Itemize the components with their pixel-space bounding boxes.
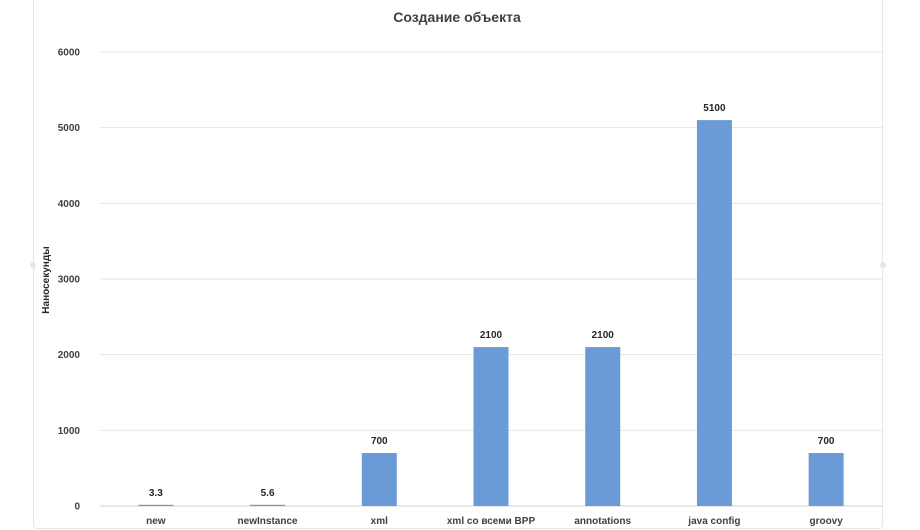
data-label: 2100 [480, 330, 503, 341]
bar-annotations [585, 347, 621, 506]
y-tick-label: 2000 [58, 350, 81, 361]
bars [138, 120, 844, 506]
x-tick-label: newInstance [238, 516, 298, 527]
data-label: 700 [818, 436, 835, 447]
frame-handle-left [30, 262, 36, 268]
x-axis-ticks: new newInstance xml xml со всеми BPP annotat… [146, 516, 843, 527]
data-label: 700 [371, 436, 388, 447]
bar-xml [361, 453, 397, 506]
bar-xml-со-всеми-bpp [473, 347, 509, 506]
x-tick-label: annotations [574, 516, 631, 527]
y-tick-label: 0 [74, 502, 80, 513]
chart-frame [33, 0, 883, 529]
chart-title: Создание объекта [393, 9, 521, 25]
bar-java-config [696, 120, 732, 506]
data-labels: 3.3 5.6 700 2100 2100 5100 700 [149, 103, 835, 499]
y-tick-label: 6000 [58, 48, 81, 59]
y-tick-label: 1000 [58, 426, 81, 437]
data-label: 2100 [592, 330, 615, 341]
bar-new [138, 504, 174, 506]
bar-groovy [808, 453, 844, 506]
x-tick-label: groovy [809, 516, 843, 527]
bar-newinstance [250, 504, 286, 506]
y-tick-label: 4000 [58, 199, 81, 210]
x-tick-label: new [146, 516, 166, 527]
x-tick-label: xml [371, 516, 388, 527]
data-label: 5.6 [261, 488, 275, 499]
y-tick-label: 5000 [58, 123, 81, 134]
frame-handle-right [880, 262, 886, 268]
y-axis-title: Наносекунды [41, 246, 52, 313]
y-tick-label: 3000 [58, 275, 81, 286]
data-label: 3.3 [149, 488, 163, 499]
y-axis-ticks: 0 1000 2000 3000 4000 5000 6000 [58, 48, 81, 513]
data-label: 5100 [703, 103, 726, 114]
x-tick-label: java config [687, 516, 740, 527]
x-tick-label: xml со всеми BPP [447, 516, 536, 527]
